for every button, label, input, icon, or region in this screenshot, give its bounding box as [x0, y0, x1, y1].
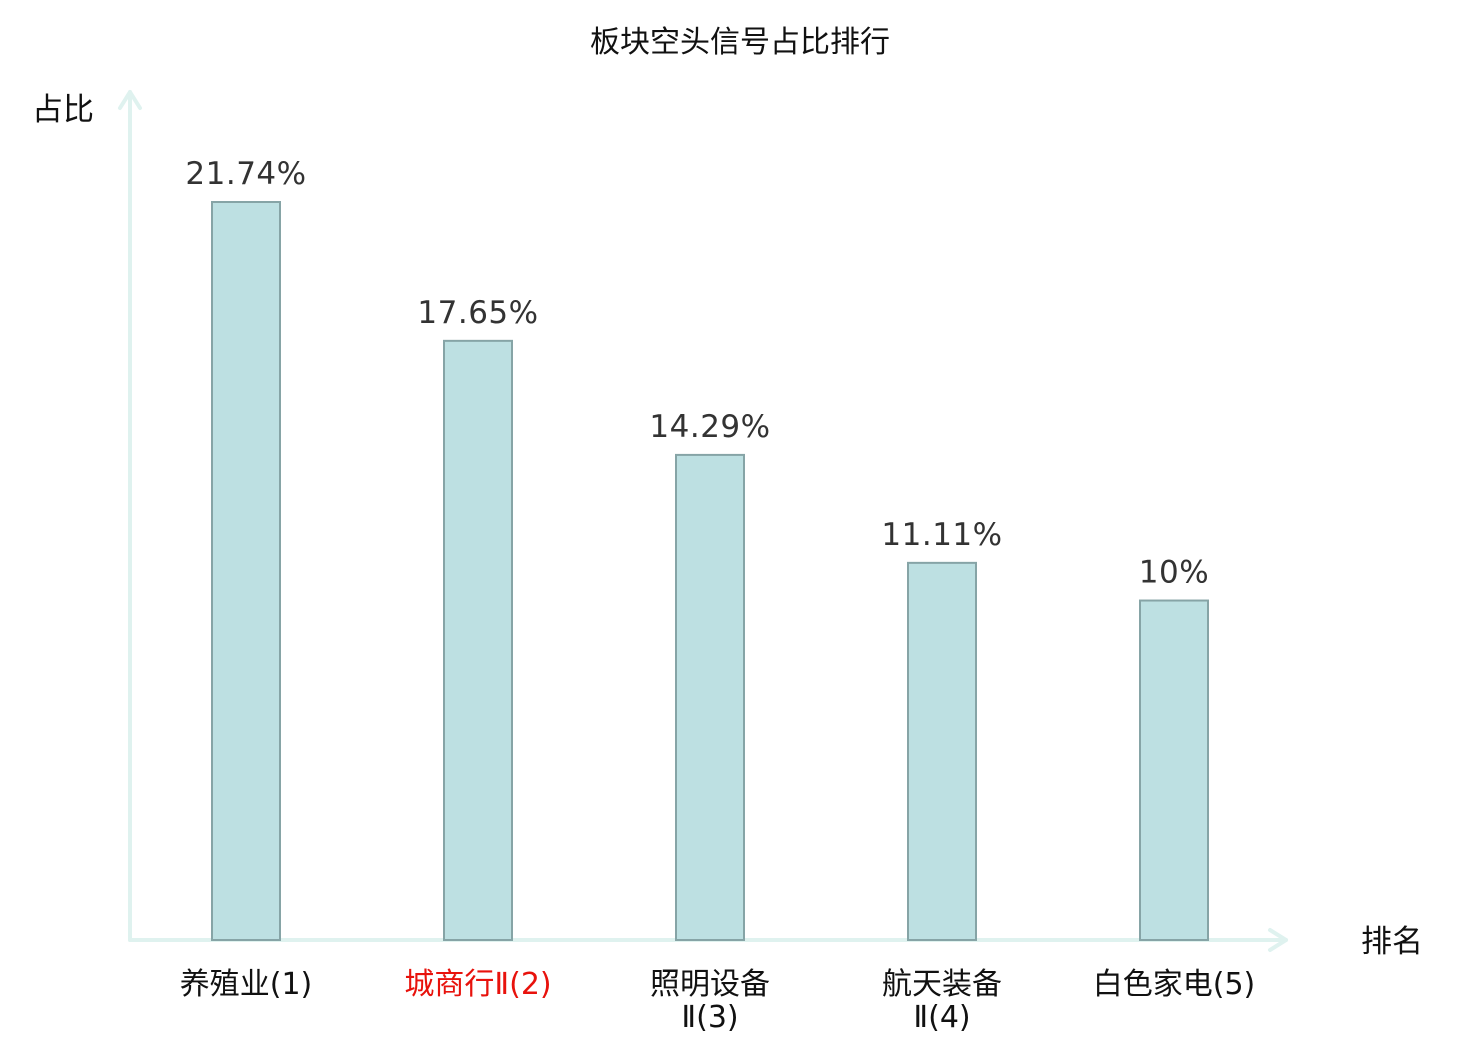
category-label-1: 养殖业(1) [180, 967, 313, 1002]
x-axis-title: 排名 [1361, 924, 1423, 960]
chart-title: 板块空头信号占比排行 [590, 25, 890, 60]
bar-2 [443, 339, 513, 941]
value-label-3: 14.29% [649, 409, 770, 445]
y-axis-title: 占比 [32, 92, 94, 128]
value-label-5: 10% [1139, 555, 1209, 591]
bar-5 [1139, 599, 1209, 941]
category-label-3-line-1: 照明设备 [650, 967, 770, 1002]
bar-4 [907, 561, 977, 941]
category-label-2: 城商行Ⅱ(2) [404, 967, 551, 1002]
x-axis-arrow [1268, 928, 1288, 952]
value-labels-group: 21.74% 17.65% 14.29% 11.11% 10% [185, 156, 1209, 591]
value-label-4: 11.11% [881, 517, 1002, 553]
value-label-2: 17.65% [417, 295, 538, 331]
category-label-4-line-2: Ⅱ(4) [913, 1000, 970, 1035]
bars-group [211, 201, 1209, 941]
category-label-4-line-1: 航天装备 [882, 967, 1002, 1002]
category-label-5: 白色家电(5) [1093, 967, 1256, 1002]
y-axis-arrow [118, 90, 142, 110]
bar-1 [211, 201, 281, 941]
category-label-3-line-2: Ⅱ(3) [681, 1000, 738, 1035]
bar-3 [675, 453, 745, 941]
value-label-1: 21.74% [185, 156, 306, 192]
